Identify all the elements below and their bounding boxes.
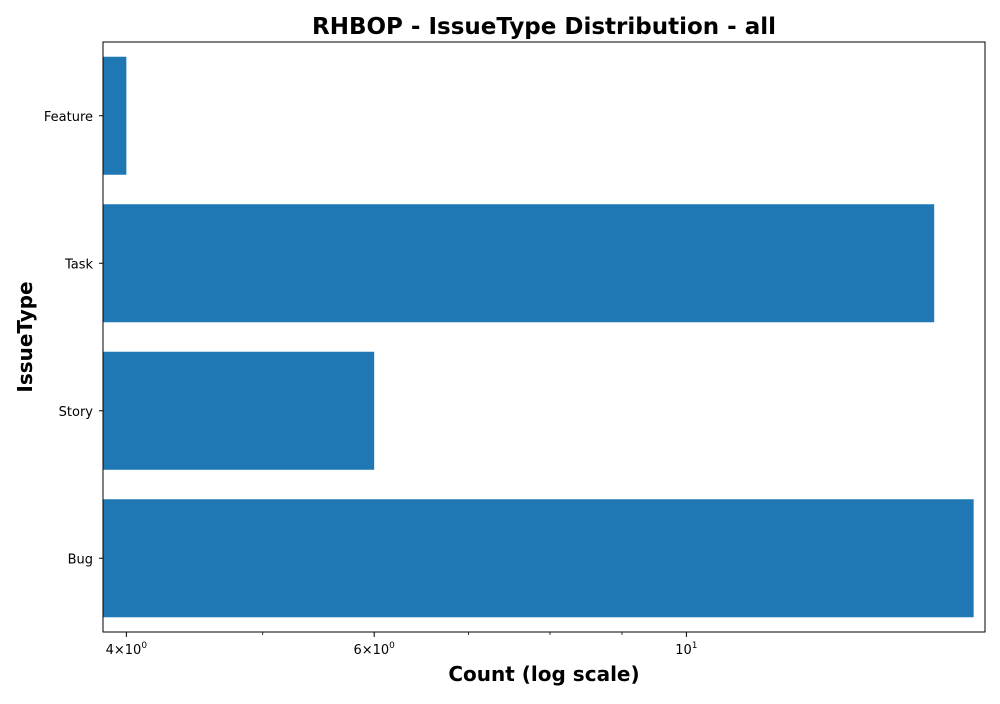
chart-title: RHBOP - IssueType Distribution - all	[312, 14, 776, 40]
bar-story	[103, 351, 375, 470]
y-tick-label-task: Task	[64, 257, 94, 272]
x-axis-ticks: 4×100 6×100 101	[106, 632, 698, 658]
y-tick-label-bug: Bug	[68, 552, 93, 567]
bar-bug	[103, 499, 974, 618]
bar-feature	[103, 56, 127, 175]
x-tick-label-10: 101	[675, 641, 697, 658]
x-tick-label-6: 6×100	[353, 641, 395, 658]
y-tick-label-story: Story	[59, 405, 94, 420]
x-axis-label: Count (log scale)	[448, 662, 639, 686]
y-axis-label: IssueType	[13, 281, 37, 392]
x-tick-label-4: 4×100	[106, 641, 148, 658]
y-tick-label-feature: Feature	[44, 110, 93, 125]
y-axis-ticks: Feature Task Story Bug	[44, 110, 103, 567]
bars-layer	[103, 56, 974, 618]
bar-task	[103, 204, 935, 323]
plot-frame	[102, 41, 986, 633]
